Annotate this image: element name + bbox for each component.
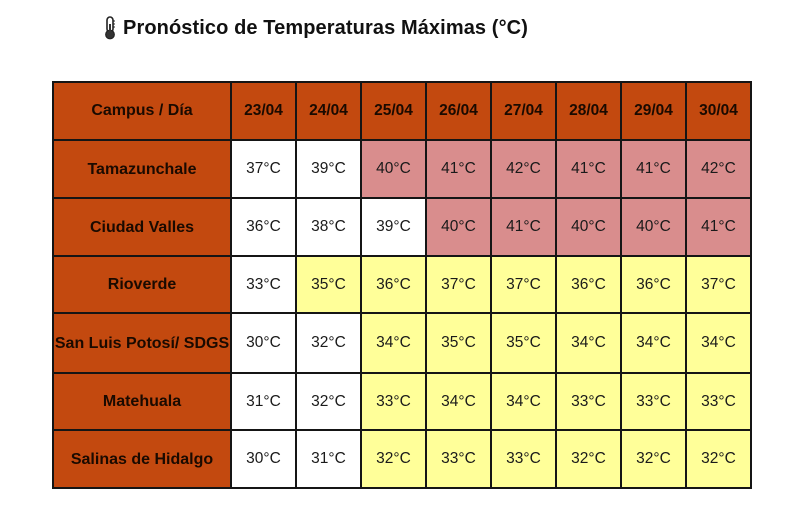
temperature-cell: 37°C <box>425 255 492 314</box>
temperature-cell: 36°C <box>360 255 427 314</box>
corner-header: Campus / Día <box>52 81 232 141</box>
temperature-cell: 33°C <box>230 255 297 314</box>
temperature-cell: 32°C <box>295 312 362 374</box>
page-header: Pronóstico de Temperaturas Máximas (°C) <box>103 14 528 42</box>
temperature-cell: 40°C <box>425 197 492 257</box>
temperature-cell: 37°C <box>685 255 752 314</box>
date-header: 26/04 <box>425 81 492 141</box>
temperature-cell: 36°C <box>620 255 687 314</box>
date-header: 28/04 <box>555 81 622 141</box>
campus-name-cell: San Luis Potosí/ SDGS <box>52 312 232 374</box>
campus-name-cell: Ciudad Valles <box>52 197 232 257</box>
temperature-cell: 42°C <box>685 139 752 199</box>
table-row: Ciudad Valles 36°C 38°C 39°C 40°C 41°C 40°C 40°… <box>52 197 752 257</box>
temperature-cell: 34°C <box>555 312 622 374</box>
temperature-cell: 40°C <box>620 197 687 257</box>
table-header-row: Campus / Día 23/04 24/04 25/04 26/04 27/… <box>52 81 752 141</box>
temperature-cell: 33°C <box>555 372 622 431</box>
date-header: 27/04 <box>490 81 557 141</box>
temperature-cell: 32°C <box>295 372 362 431</box>
campus-name-cell: Tamazunchale <box>52 139 232 199</box>
campus-name-cell: Salinas de Hidalgo <box>52 429 232 489</box>
date-header: 24/04 <box>295 81 362 141</box>
temperature-cell: 41°C <box>425 139 492 199</box>
temperature-cell: 30°C <box>230 429 297 489</box>
date-header: 29/04 <box>620 81 687 141</box>
temperature-cell: 36°C <box>555 255 622 314</box>
date-header: 25/04 <box>360 81 427 141</box>
table-row: Matehuala 31°C 32°C 33°C 34°C 34°C 33°C 33°C 33°… <box>52 372 752 431</box>
temperature-cell: 36°C <box>230 197 297 257</box>
temperature-cell: 33°C <box>425 429 492 489</box>
temperature-cell: 34°C <box>490 372 557 431</box>
table-row: Tamazunchale 37°C 39°C 40°C 41°C 42°C 41°C 41°C… <box>52 139 752 199</box>
temperature-cell: 37°C <box>230 139 297 199</box>
page-title: Pronóstico de Temperaturas Máximas (°C) <box>123 16 528 39</box>
forecast-table: Campus / Día 23/04 24/04 25/04 26/04 27/… <box>52 81 752 489</box>
temperature-cell: 30°C <box>230 312 297 374</box>
temperature-cell: 35°C <box>425 312 492 374</box>
temperature-cell: 39°C <box>360 197 427 257</box>
temperature-cell: 35°C <box>295 255 362 314</box>
date-header: 23/04 <box>230 81 297 141</box>
temperature-cell: 33°C <box>620 372 687 431</box>
temperature-cell: 34°C <box>360 312 427 374</box>
temperature-cell: 34°C <box>620 312 687 374</box>
temperature-cell: 41°C <box>685 197 752 257</box>
temperature-cell: 33°C <box>685 372 752 431</box>
temperature-cell: 34°C <box>425 372 492 431</box>
temperature-cell: 38°C <box>295 197 362 257</box>
temperature-cell: 33°C <box>360 372 427 431</box>
campus-name-cell: Rioverde <box>52 255 232 314</box>
temperature-cell: 32°C <box>685 429 752 489</box>
table-row: Rioverde 33°C 35°C 36°C 37°C 37°C 36°C 36°C 37°C <box>52 255 752 314</box>
temperature-cell: 37°C <box>490 255 557 314</box>
thermometer-icon <box>105 16 115 40</box>
temperature-cell: 34°C <box>685 312 752 374</box>
temperature-cell: 41°C <box>490 197 557 257</box>
date-header: 30/04 <box>685 81 752 141</box>
temperature-cell: 32°C <box>360 429 427 489</box>
campus-name-cell: Matehuala <box>52 372 232 431</box>
temperature-cell: 40°C <box>555 197 622 257</box>
temperature-cell: 41°C <box>620 139 687 199</box>
temperature-cell: 33°C <box>490 429 557 489</box>
temperature-cell: 32°C <box>555 429 622 489</box>
table-row: Salinas de Hidalgo 30°C 31°C 32°C 33°C 33°C 32… <box>52 429 752 489</box>
temperature-cell: 39°C <box>295 139 362 199</box>
temperature-cell: 31°C <box>230 372 297 431</box>
temperature-cell: 41°C <box>555 139 622 199</box>
temperature-cell: 31°C <box>295 429 362 489</box>
table-row: San Luis Potosí/ SDGS 30°C 32°C 34°C 35°C 35°… <box>52 312 752 374</box>
temperature-cell: 32°C <box>620 429 687 489</box>
temperature-cell: 40°C <box>360 139 427 199</box>
temperature-cell: 42°C <box>490 139 557 199</box>
temperature-cell: 35°C <box>490 312 557 374</box>
